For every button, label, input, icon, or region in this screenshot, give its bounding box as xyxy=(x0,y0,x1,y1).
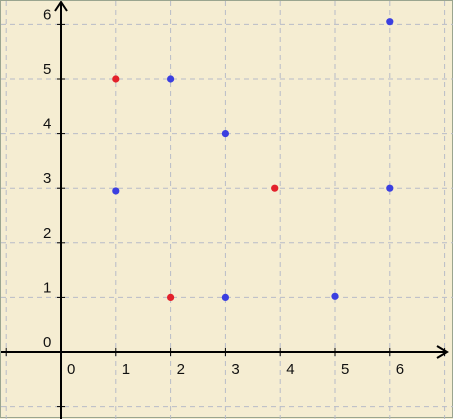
data-point xyxy=(221,293,229,301)
data-point xyxy=(112,75,120,83)
data-point xyxy=(167,293,175,301)
y-tick-label: 6 xyxy=(43,6,51,23)
data-point xyxy=(386,18,394,26)
y-tick-label: 2 xyxy=(43,225,51,242)
y-tick-label: 1 xyxy=(43,279,51,296)
data-point xyxy=(112,187,120,195)
y-tick-label: 4 xyxy=(43,116,51,133)
x-tick-label: 4 xyxy=(286,361,294,378)
y-tick-label: 0 xyxy=(43,334,51,351)
y-tick-label: 5 xyxy=(43,61,51,78)
y-tick-label: 3 xyxy=(43,170,51,187)
data-points xyxy=(112,18,394,301)
x-tick-label: 0 xyxy=(67,361,75,378)
x-tick-label: 6 xyxy=(396,361,404,378)
x-tick-label: 2 xyxy=(177,361,185,378)
x-axis-arrow xyxy=(436,345,449,359)
data-point xyxy=(271,184,279,192)
x-tick-label: 3 xyxy=(231,361,239,378)
data-point xyxy=(167,75,175,83)
y-axis-arrow xyxy=(54,1,68,12)
x-tick-label: 1 xyxy=(122,361,130,378)
data-point xyxy=(221,130,229,138)
x-tick-label: 5 xyxy=(341,361,349,378)
tick-labels: 0 1 2 3 4 5 6 0 1 2 3 4 5 6 xyxy=(43,6,404,378)
data-point xyxy=(331,292,339,300)
data-point xyxy=(386,184,394,192)
